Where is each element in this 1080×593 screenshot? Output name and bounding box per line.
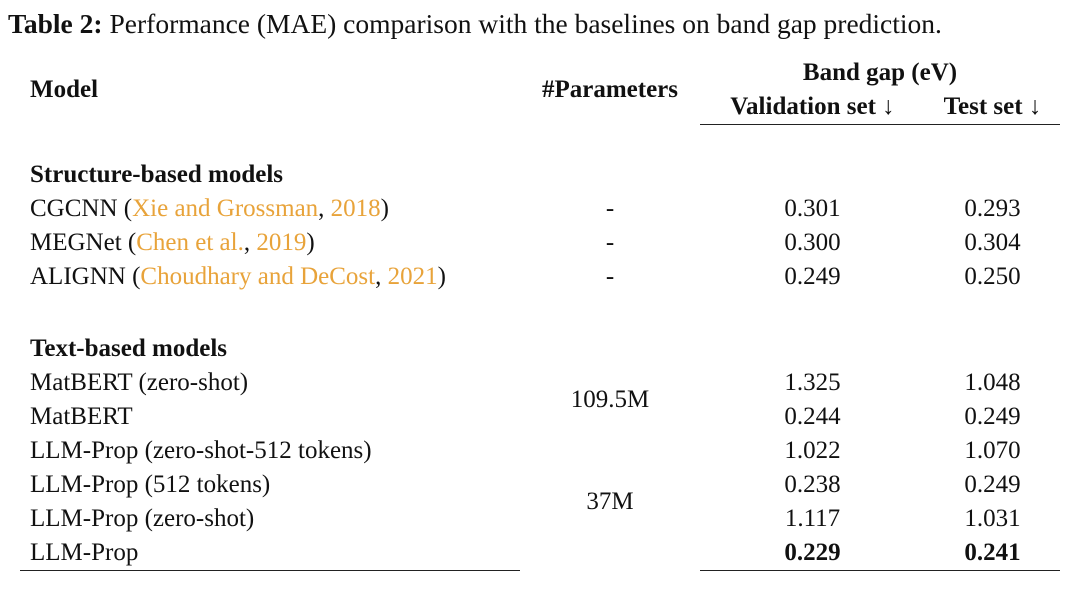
model-cell: LLM-Prop (zero-shot) [30,505,255,532]
model-cell: MatBERT (zero-shot) [30,369,249,396]
model-cell: MEGNet (Chen et al., 2019) [20,226,520,260]
model-cell: LLM-Prop (zero-shot-512 tokens) [30,437,372,464]
test-cell: 0.250 [964,263,1021,290]
header-cell: Test set ↓ [925,90,1060,125]
caption: Table 2: Performance (MAE) comparison wit… [8,8,942,40]
parameters-cell: 37M [586,488,634,516]
model-text: CGCNN ( [30,195,133,222]
caption-label: Table 2: [8,8,103,39]
parameters-cell: 109.5M [570,386,650,413]
parameters-cell: - [605,263,615,290]
validation-cell: 1.117 [784,505,841,532]
model-cell: MatBERT [30,403,133,430]
test-cell: 1.070 [964,437,1021,464]
model-cell: CGCNN (Xie and Grossman, 2018) [20,192,520,226]
model-text: , [243,229,257,256]
header-cell: #Parameters [541,76,679,104]
test-cell: 0.249 [964,403,1021,430]
header-cell: Model [30,76,99,104]
model-text: ) [306,229,315,256]
data-row: LLM-Prop (512 tokens) 0.238 0.249 [20,468,1060,502]
data-row: LLM-Prop (zero-shot-512 tokens) 37M 1.022 1… [20,434,1060,515]
test-cell: 0.241 [925,536,1060,571]
parameters-cell: - [605,229,615,256]
model-text: MEGNet ( [30,229,137,256]
test-cell: 1.048 [964,369,1021,396]
model-cell: LLM-Prop [20,536,520,571]
header-row: Validation set ↓ Test set ↓ [20,90,1060,125]
validation-cell: 1.022 [784,437,841,464]
citation: 2021 [387,263,438,290]
citation: 2019 [256,229,307,256]
test-cell: 0.304 [964,229,1021,256]
results-table: Model #Parameters Band gap (eV) Validation … [20,56,1060,571]
citation: Choudhary and DeCost [140,263,376,290]
data-row: MEGNet (Chen et al., 2019) - 0.300 0.304 [20,226,1060,260]
data-row: CGCNN (Xie and Grossman, 2018) - 0.301 0.29… [20,192,1060,226]
validation-cell: 0.300 [784,229,841,256]
header-cell: Band gap (eV) [802,59,958,86]
caption-text: Performance (MAE) comparison with the ba… [109,8,942,39]
model-text: ALIGNN ( [30,263,141,290]
model-text: , [318,195,331,222]
validation-cell: 0.301 [784,195,841,222]
model-cell: LLM-Prop (512 tokens) [30,471,271,498]
test-cell: 0.249 [964,471,1021,498]
spacer-row [20,125,1060,159]
validation-cell: 0.249 [784,263,841,290]
parameters-cell: - [605,195,615,222]
spacer [20,125,1060,159]
validation-cell: 0.244 [784,403,841,430]
citation: Xie and Grossman [132,195,319,222]
citation: Chen et al. [136,229,244,256]
test-cell: 0.293 [964,195,1021,222]
model-text: ) [380,195,389,222]
data-row: MatBERT 0.244 0.249 [20,400,1060,434]
data-row: MatBERT (zero-shot) 109.5M 1.325 1.048 [20,366,1060,413]
spacer-row [20,294,1060,332]
data-row: LLM-Prop 0.229 0.241 [20,536,1060,571]
validation-cell: 1.325 [784,369,841,396]
data-row: LLM-Prop (zero-shot) 1.117 1.031 [20,502,1060,536]
section-title: Text-based models [30,335,228,362]
validation-cell: 0.238 [784,471,841,498]
header-row: Model #Parameters Band gap (eV) [20,56,1060,103]
spacer [20,294,1060,332]
header-cell: Validation set ↓ [700,90,925,125]
data-row: ALIGNN (Choudhary and DeCost, 2021) - 0.24… [20,260,1060,294]
model-cell: ALIGNN (Choudhary and DeCost, 2021) [20,260,520,294]
test-cell: 1.031 [964,505,1021,532]
section-row: Text-based models [20,332,1060,366]
validation-cell: 0.229 [700,536,925,571]
section-title: Structure-based models [30,161,284,188]
section-row: Structure-based models [20,158,1060,192]
model-text: ) [437,263,446,290]
citation: 2018 [330,195,381,222]
model-text: , [375,263,388,290]
